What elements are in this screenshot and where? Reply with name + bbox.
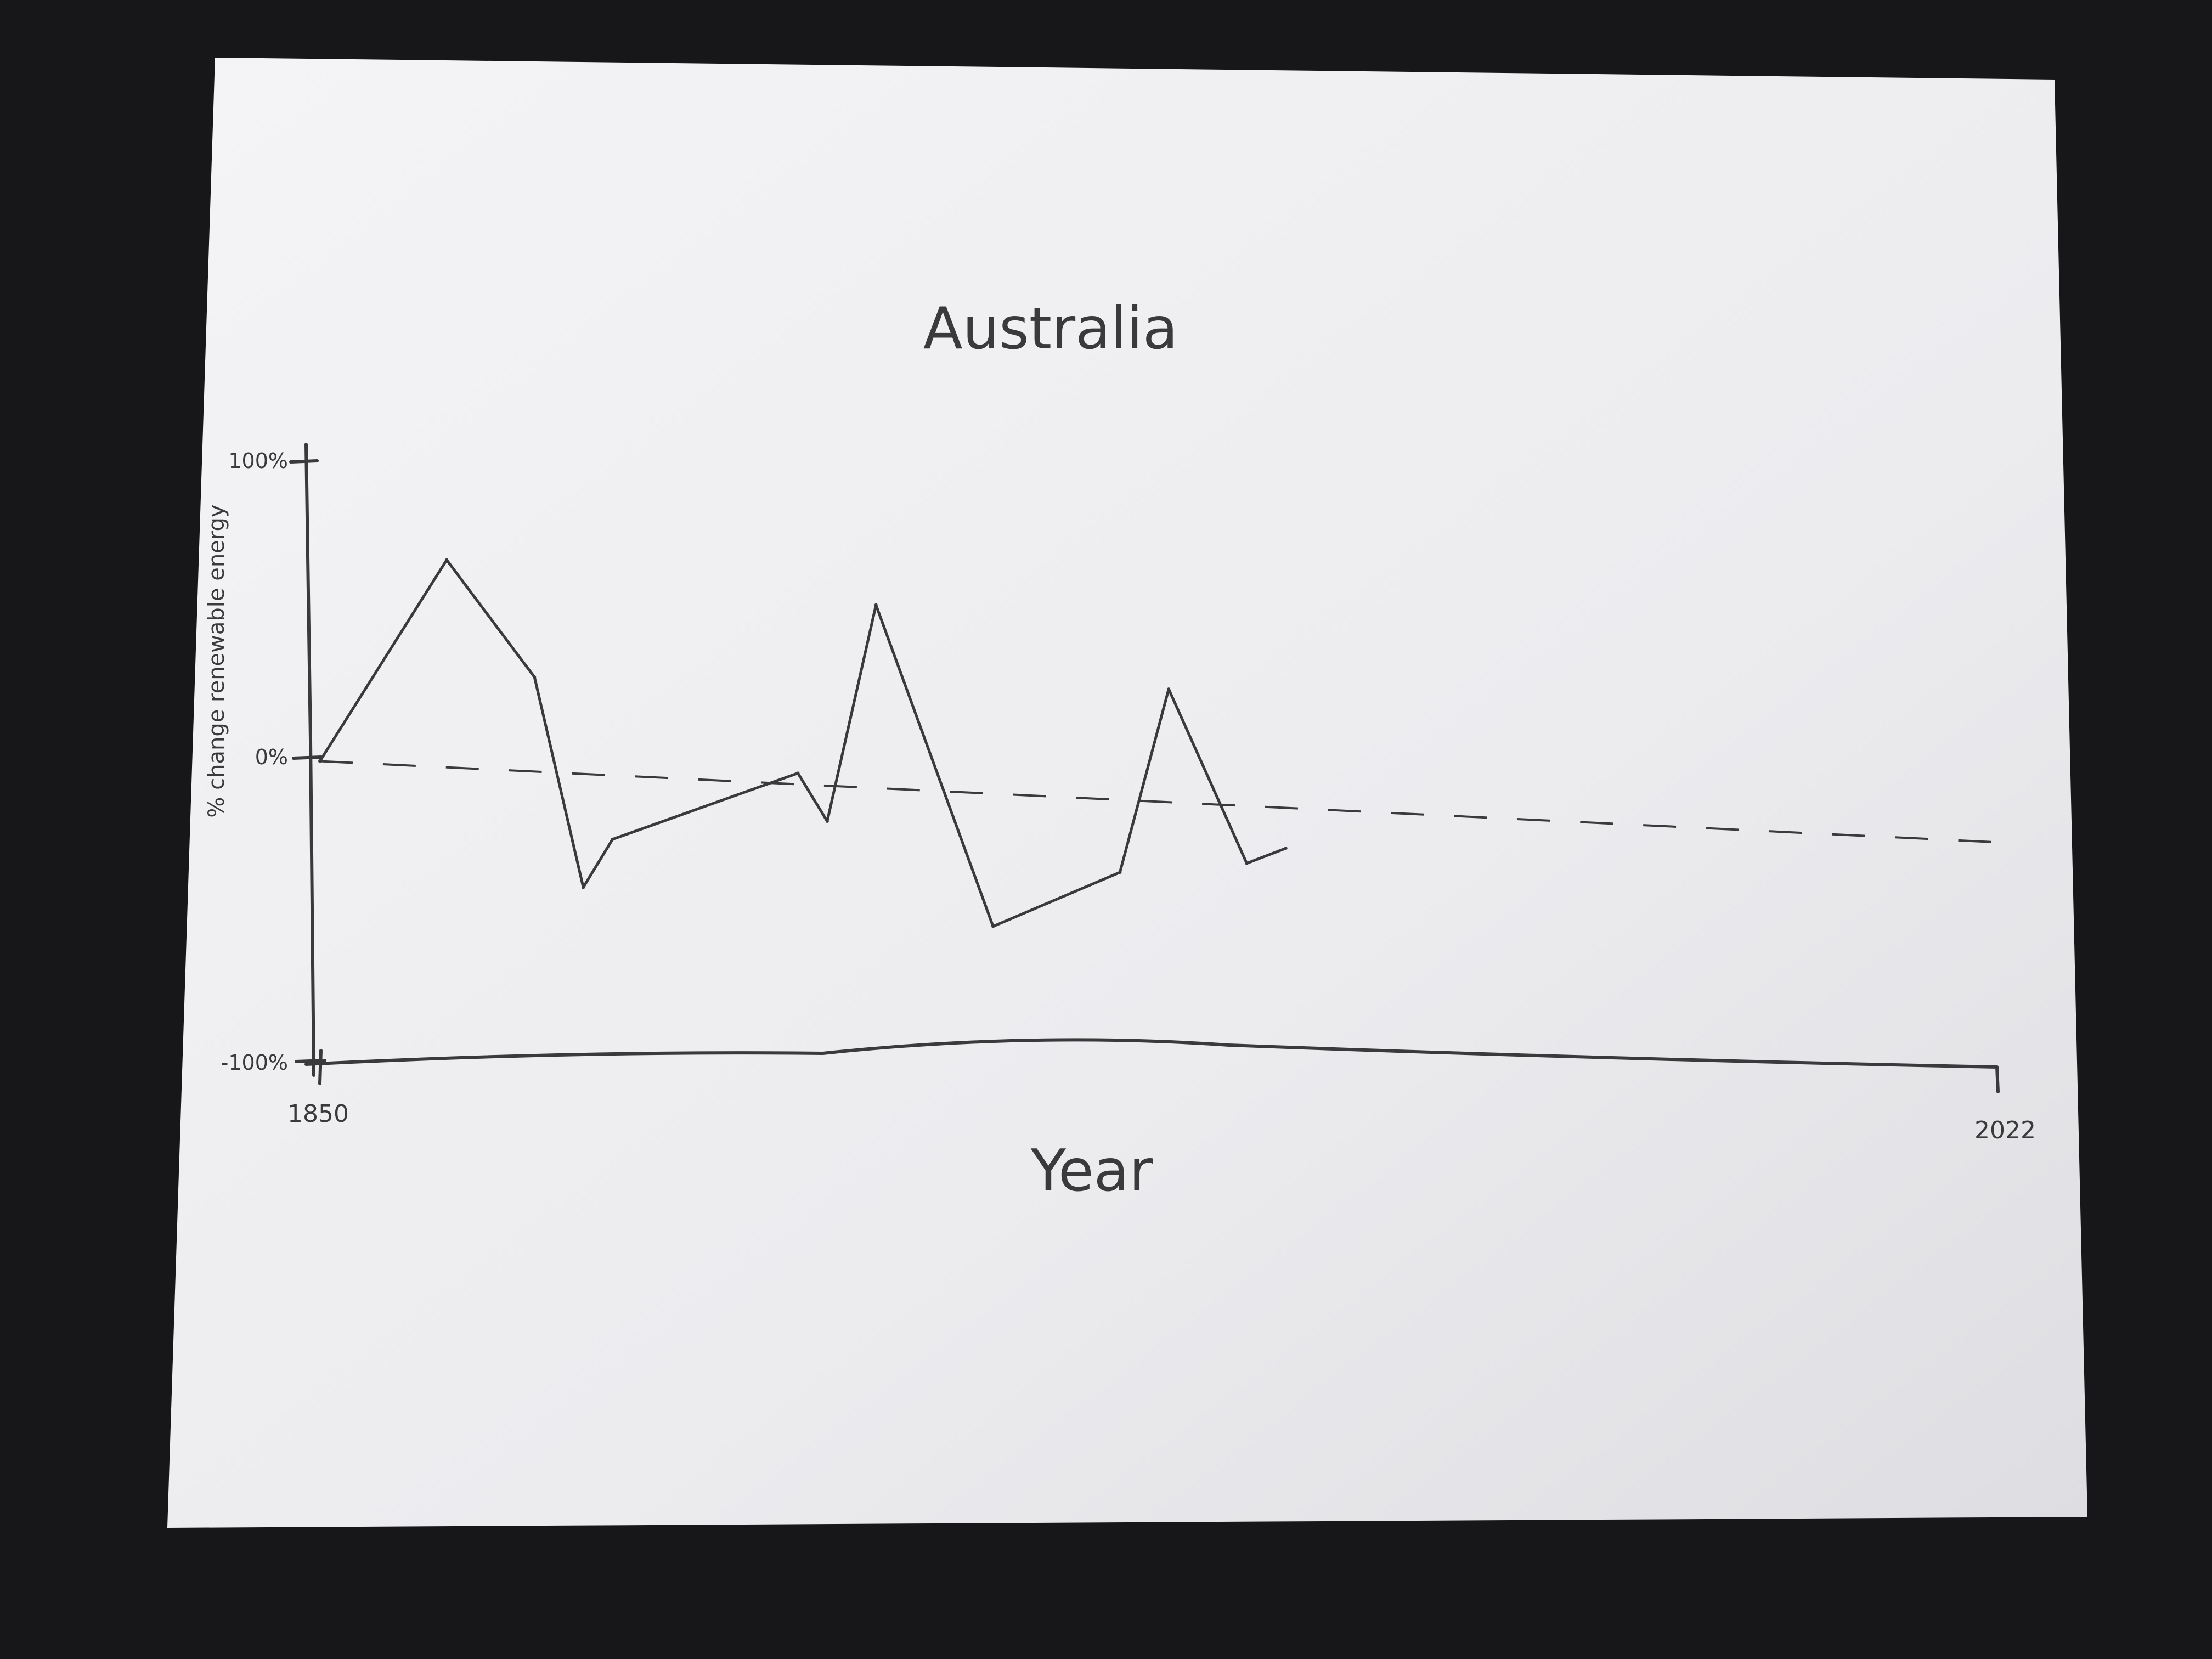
x-axis-line [304,1038,1999,1069]
trend-line [319,760,1999,844]
series-point-7 [874,603,878,607]
paper-sheet [167,58,2087,1528]
chart-title: Australia [923,295,1178,362]
series-point-10 [1167,687,1171,691]
series-point-0 [318,759,321,763]
series-point-12 [1284,847,1288,850]
series-point-5 [796,771,800,775]
series-point-6 [825,820,829,823]
series-point-8 [991,924,995,928]
x-tick-start [318,1049,323,1085]
series-point-3 [582,885,585,889]
y-axis-label-group: % change renewable energy [204,504,229,817]
series-point-9 [1118,871,1122,874]
y-tick-label-0: 0% [255,745,288,769]
x-tick-label-start: 1850 [287,1100,349,1128]
series-point-1 [445,558,449,562]
y-tick-top [289,459,319,464]
axes [289,443,2000,1093]
y-axis-label: % change renewable energy [204,504,229,817]
series-point-11 [1245,861,1249,865]
series-point-4 [611,837,614,841]
x-tick-end [1995,1065,2000,1093]
y-tick-zero [292,755,323,760]
x-tick-label-end: 2022 [1974,1116,2036,1144]
series-point-2 [533,675,537,679]
y-tick-label-minus-100: -100% [221,1051,288,1075]
x-axis-label: Year [1030,1137,1153,1204]
y-axis-line [304,443,315,1077]
y-tick-label-100: 100% [228,449,288,473]
plot-layer [318,558,1999,928]
